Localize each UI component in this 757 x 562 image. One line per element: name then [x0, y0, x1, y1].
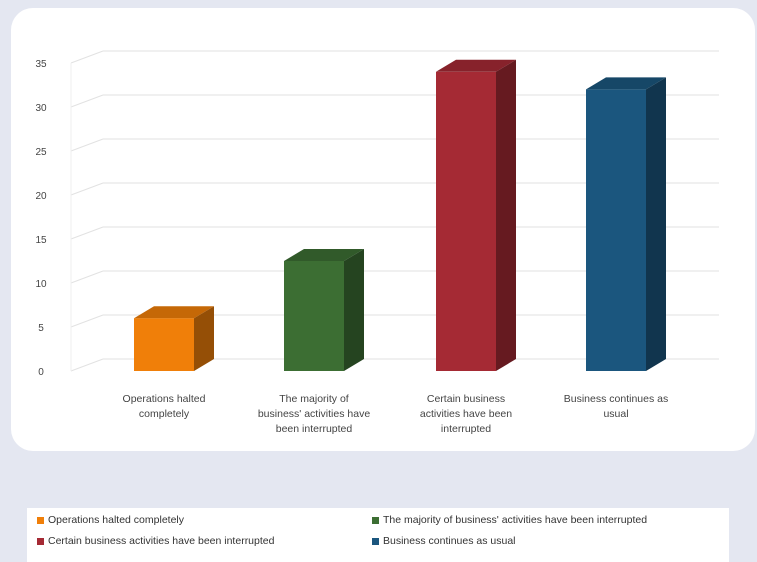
- bar-side: [496, 59, 516, 372]
- bar-side: [194, 306, 214, 371]
- x-category-label: completely: [139, 408, 190, 420]
- gridline-depth: [70, 358, 104, 372]
- bar-front: [284, 261, 344, 371]
- bar-front: [586, 89, 646, 372]
- x-category-label: business' activities have: [258, 408, 370, 420]
- legend-label: Certain business activities have been in…: [48, 535, 275, 547]
- y-tick-label: 10: [35, 279, 47, 290]
- gridline-depth: [70, 226, 104, 240]
- gridline-depth: [70, 182, 104, 196]
- y-tick-label: 20: [35, 191, 47, 202]
- chart-legend: Operations halted completely The majorit…: [27, 508, 729, 562]
- legend-swatch: [37, 537, 44, 545]
- legend-item-business-as-usual: Business continues as usual: [372, 535, 516, 547]
- legend-swatch: [37, 516, 44, 524]
- y-tick-label: 35: [35, 59, 47, 70]
- y-tick-label: 30: [35, 103, 47, 114]
- legend-label: The majority of business' activities hav…: [383, 514, 648, 526]
- y-tick-label: 15: [35, 235, 47, 246]
- bar-top: [134, 306, 214, 319]
- y-tick-label: 5: [38, 323, 44, 334]
- x-category-label: been interrupted: [276, 423, 353, 435]
- bar-top: [586, 77, 666, 90]
- bar-side: [646, 77, 666, 372]
- y-tick-label: 25: [35, 147, 47, 158]
- gridline-depth: [70, 314, 104, 328]
- y-tick-label: 0: [38, 367, 44, 378]
- legend-swatch: [372, 537, 379, 545]
- legend-item-certain-interrupted: Certain business activities have been in…: [37, 535, 274, 547]
- gridline-depth: [70, 50, 104, 64]
- gridline-depth: [70, 270, 104, 284]
- x-category-label: activities have been: [420, 408, 512, 420]
- bar-front: [134, 318, 194, 371]
- gridline-depth: [70, 94, 104, 108]
- bar-side: [344, 249, 364, 371]
- x-category-label: usual: [603, 408, 628, 420]
- legend-item-majority-interrupted: The majority of business' activities hav…: [372, 514, 647, 526]
- legend-label: Operations halted completely: [48, 514, 184, 526]
- bar-front: [436, 71, 496, 372]
- x-category-label: Operations halted: [123, 393, 206, 405]
- x-category-label: Certain business: [427, 393, 505, 405]
- bar-chart: 0 5 10 15 20 25 30 35 Operations halted completel…: [35, 50, 719, 435]
- x-category-label: interrupted: [441, 423, 491, 435]
- legend-label: Business continues as usual: [383, 535, 516, 547]
- x-category-label: Business continues as: [564, 393, 668, 405]
- legend-item-operations-halted: Operations halted completely: [37, 514, 184, 526]
- gridline-depth: [70, 138, 104, 152]
- x-category-label: The majority of: [279, 393, 349, 405]
- bar-top: [284, 249, 364, 261]
- legend-swatch: [372, 516, 379, 524]
- bar-top: [436, 59, 516, 72]
- chart-card: 0 5 10 15 20 25 30 35 Operations halted completel…: [11, 8, 755, 451]
